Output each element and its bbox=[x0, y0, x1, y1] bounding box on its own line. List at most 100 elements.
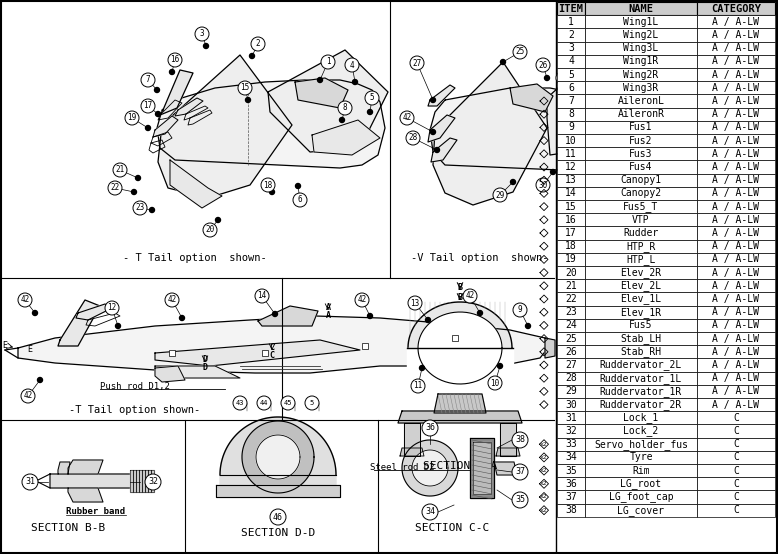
Bar bbox=[557, 490, 585, 504]
Text: A / A-LW: A / A-LW bbox=[713, 175, 759, 185]
Circle shape bbox=[296, 183, 300, 188]
Text: 3: 3 bbox=[568, 43, 574, 53]
Text: 36: 36 bbox=[425, 423, 435, 433]
Text: 5: 5 bbox=[370, 94, 374, 102]
Bar bbox=[585, 438, 697, 451]
Polygon shape bbox=[312, 120, 380, 155]
Bar bbox=[585, 306, 697, 319]
Polygon shape bbox=[136, 470, 139, 492]
Bar bbox=[557, 42, 585, 55]
Text: 21: 21 bbox=[115, 166, 124, 175]
Circle shape bbox=[545, 75, 549, 80]
Circle shape bbox=[22, 474, 38, 490]
Text: Fus4: Fus4 bbox=[629, 162, 653, 172]
Text: 44: 44 bbox=[260, 400, 268, 406]
Bar bbox=[585, 266, 697, 279]
Circle shape bbox=[513, 303, 527, 317]
Bar bbox=[557, 200, 585, 213]
Circle shape bbox=[204, 44, 209, 49]
Text: 14: 14 bbox=[565, 188, 576, 198]
Circle shape bbox=[133, 201, 147, 215]
Polygon shape bbox=[242, 421, 314, 493]
Circle shape bbox=[203, 223, 217, 237]
Bar bbox=[557, 94, 585, 107]
Text: C: C bbox=[733, 426, 739, 436]
Bar bbox=[557, 55, 585, 68]
Text: Wing3R: Wing3R bbox=[623, 83, 659, 93]
Polygon shape bbox=[268, 50, 388, 152]
Bar bbox=[697, 107, 775, 121]
Text: 29: 29 bbox=[565, 386, 576, 397]
Text: 42: 42 bbox=[357, 295, 366, 305]
Text: 42: 42 bbox=[23, 392, 33, 401]
Text: Fus5_T: Fus5_T bbox=[623, 201, 659, 212]
Text: A: A bbox=[325, 304, 331, 312]
Text: Canopy1: Canopy1 bbox=[620, 175, 661, 185]
Circle shape bbox=[551, 170, 555, 175]
Circle shape bbox=[512, 464, 528, 480]
Text: Push rod D1,2: Push rod D1,2 bbox=[100, 382, 170, 391]
Circle shape bbox=[21, 389, 35, 403]
Text: 4: 4 bbox=[349, 60, 354, 69]
Circle shape bbox=[156, 111, 160, 116]
Text: A / A-LW: A / A-LW bbox=[713, 57, 759, 66]
Bar bbox=[557, 451, 585, 464]
Circle shape bbox=[422, 420, 438, 436]
Text: 21: 21 bbox=[565, 281, 576, 291]
Text: A / A-LW: A / A-LW bbox=[713, 360, 759, 370]
Circle shape bbox=[355, 293, 369, 307]
Text: 42: 42 bbox=[465, 291, 475, 300]
Text: A / A-LW: A / A-LW bbox=[713, 399, 759, 409]
Text: 43: 43 bbox=[236, 400, 244, 406]
Bar bbox=[585, 451, 697, 464]
Text: - T Tail option  shown-: - T Tail option shown- bbox=[123, 253, 267, 263]
Polygon shape bbox=[133, 470, 136, 492]
Bar bbox=[585, 358, 697, 372]
Text: NAME: NAME bbox=[629, 3, 654, 14]
Text: 29: 29 bbox=[496, 191, 505, 199]
Text: 20: 20 bbox=[205, 225, 215, 234]
Bar bbox=[557, 306, 585, 319]
Bar bbox=[557, 279, 585, 293]
Text: A / A-LW: A / A-LW bbox=[713, 386, 759, 397]
Circle shape bbox=[410, 56, 424, 70]
Circle shape bbox=[497, 363, 503, 368]
Bar bbox=[697, 451, 775, 464]
Text: A / A-LW: A / A-LW bbox=[713, 202, 759, 212]
Circle shape bbox=[115, 324, 121, 329]
Bar bbox=[697, 319, 775, 332]
Text: A / A-LW: A / A-LW bbox=[713, 136, 759, 146]
Bar bbox=[585, 68, 697, 81]
Text: E: E bbox=[27, 346, 33, 355]
Circle shape bbox=[408, 296, 422, 310]
Text: Wing2R: Wing2R bbox=[623, 70, 659, 80]
Polygon shape bbox=[155, 366, 185, 382]
Text: 23: 23 bbox=[565, 307, 576, 317]
Bar bbox=[557, 372, 585, 385]
Circle shape bbox=[345, 58, 359, 72]
Bar bbox=[697, 200, 775, 213]
Polygon shape bbox=[68, 460, 103, 474]
Text: Fus5: Fus5 bbox=[629, 320, 653, 330]
Bar bbox=[697, 411, 775, 424]
Circle shape bbox=[560, 90, 566, 95]
Text: 15: 15 bbox=[240, 84, 250, 93]
Polygon shape bbox=[412, 450, 448, 486]
Circle shape bbox=[536, 58, 550, 72]
Text: C: C bbox=[733, 439, 739, 449]
Bar bbox=[557, 81, 585, 94]
Polygon shape bbox=[142, 470, 145, 492]
Polygon shape bbox=[547, 65, 583, 155]
Text: 24: 24 bbox=[565, 320, 576, 330]
Text: A / A-LW: A / A-LW bbox=[713, 254, 759, 264]
Bar bbox=[557, 15, 585, 28]
Bar bbox=[557, 424, 585, 438]
Bar bbox=[697, 121, 775, 134]
Circle shape bbox=[305, 396, 319, 410]
Polygon shape bbox=[151, 470, 154, 492]
Text: LG_foot_cap: LG_foot_cap bbox=[608, 491, 673, 502]
Bar bbox=[697, 161, 775, 173]
Bar bbox=[557, 107, 585, 121]
Text: 9: 9 bbox=[568, 122, 574, 132]
Text: Ruddervator_2L: Ruddervator_2L bbox=[600, 360, 682, 371]
